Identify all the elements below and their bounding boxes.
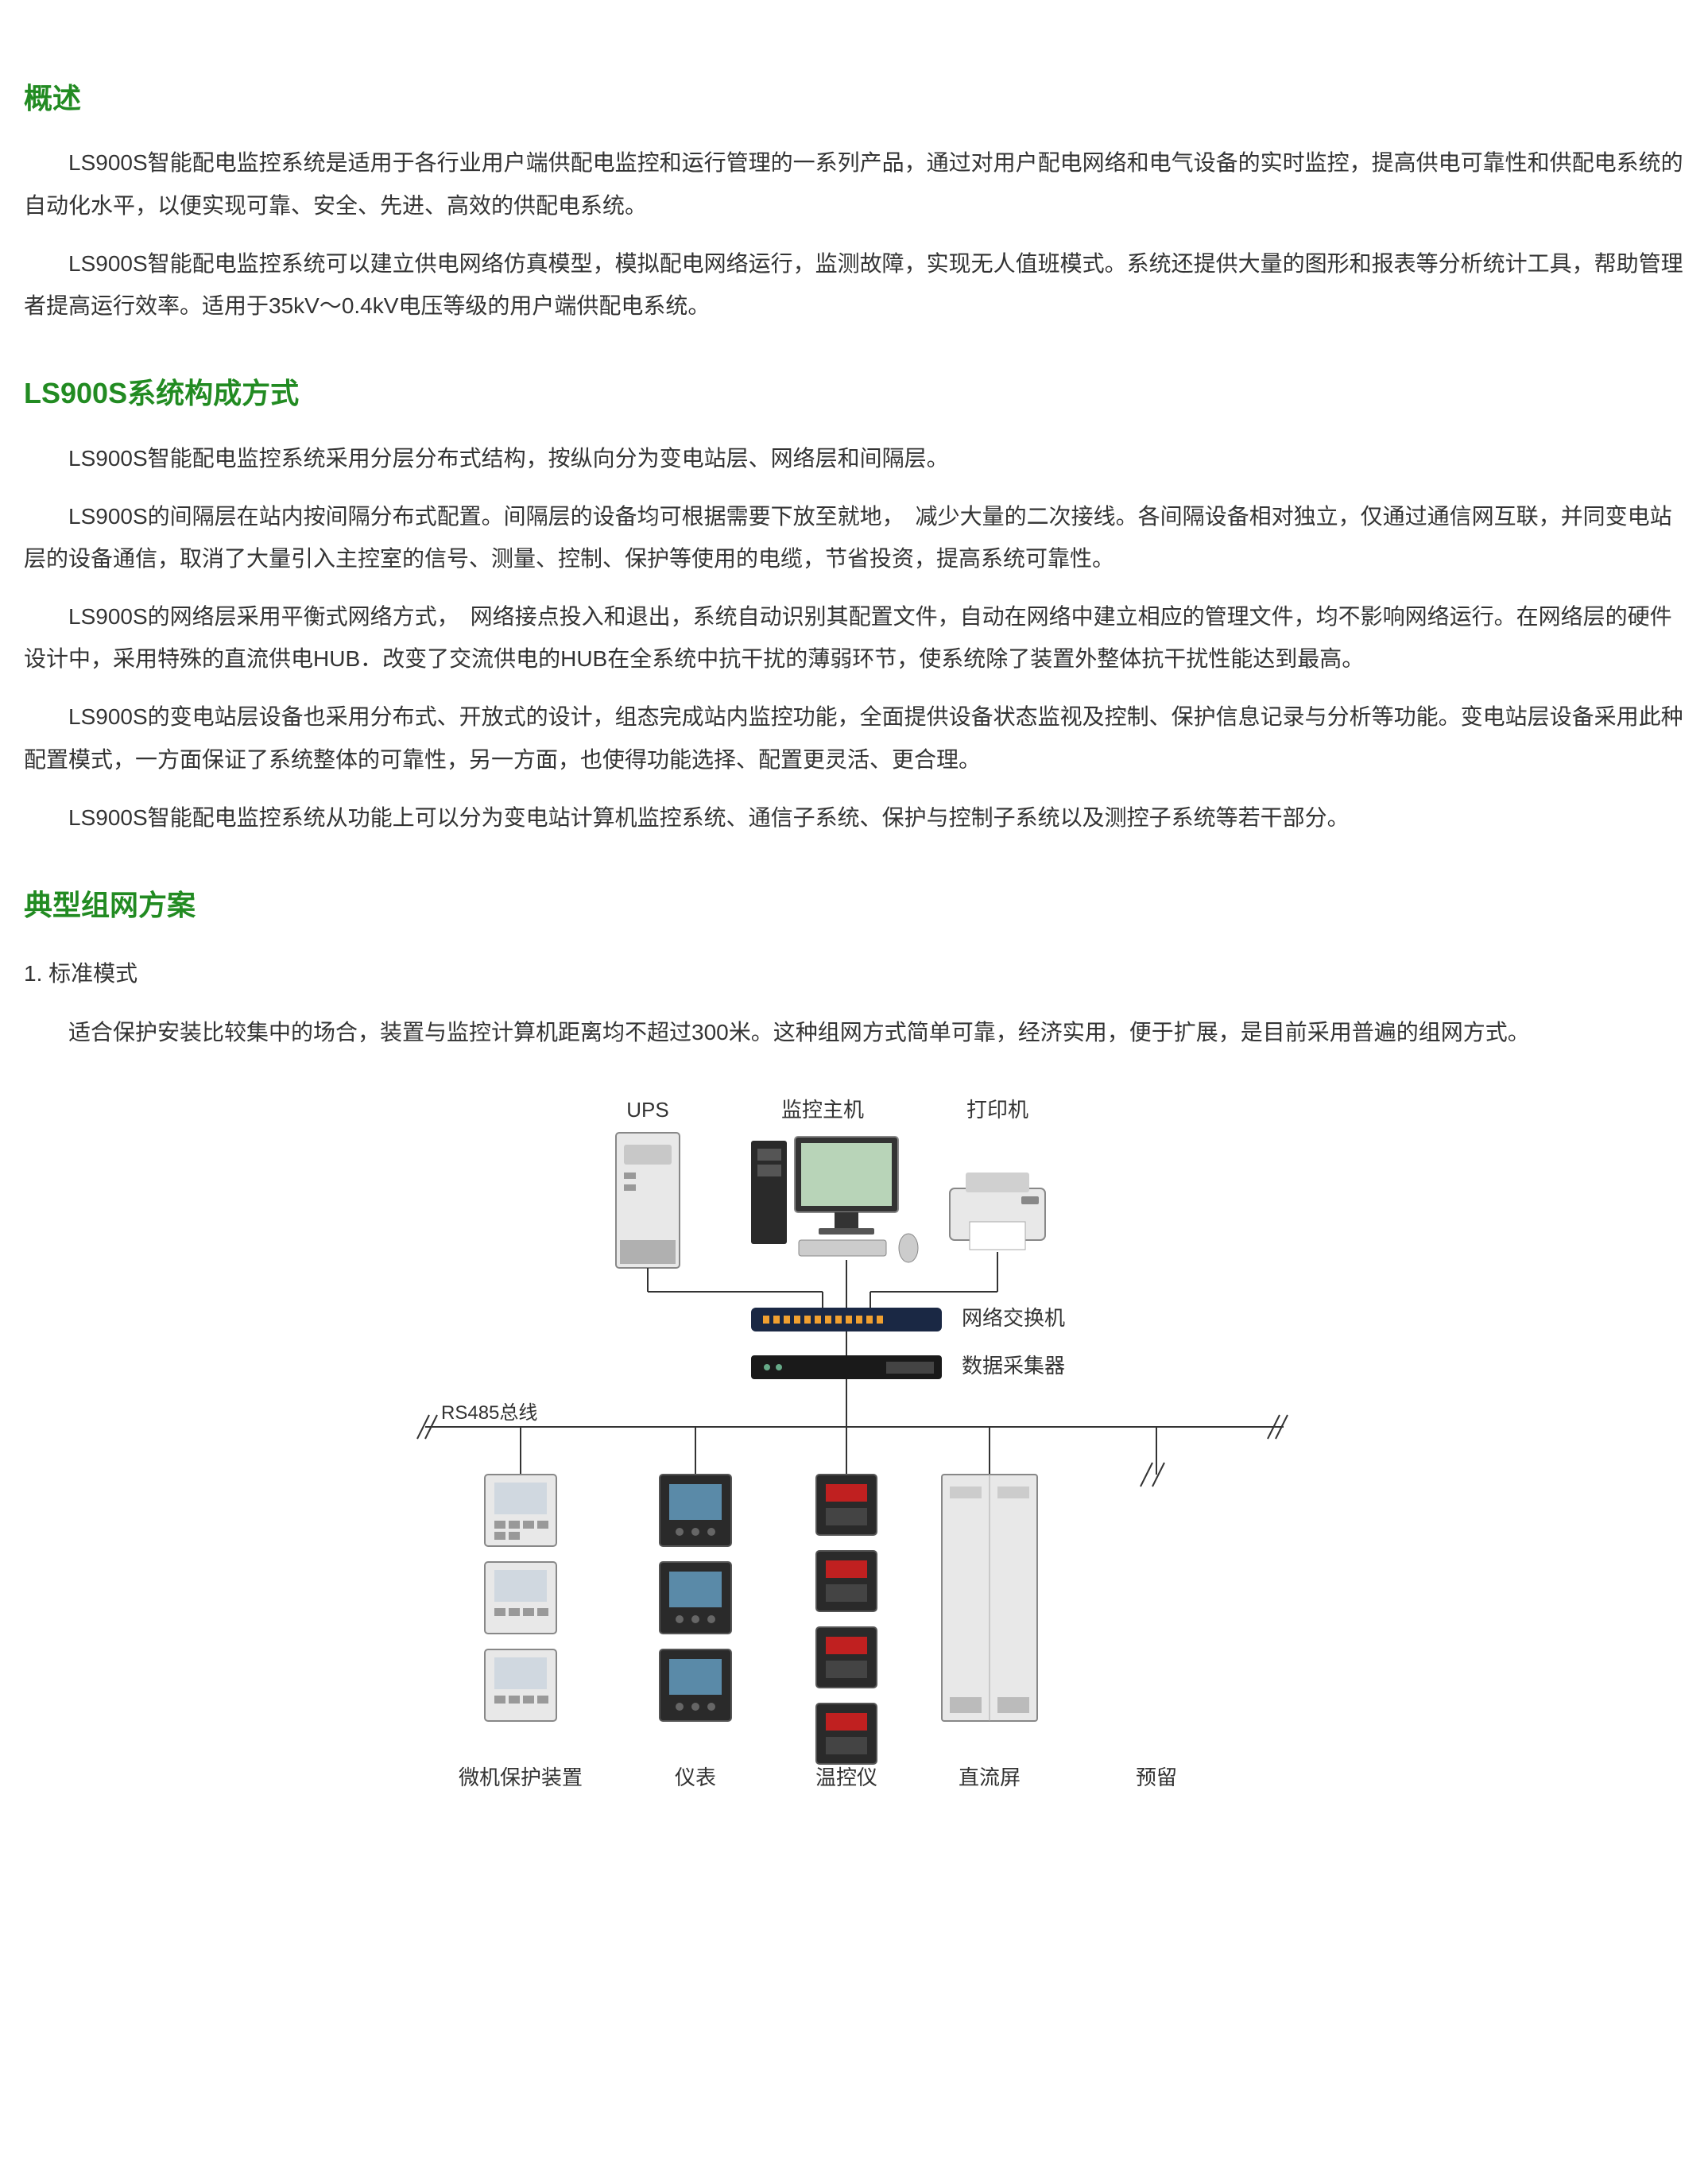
network-p1: 适合保护安装比较集中的场合，装置与监控计算机距离均不超过300米。这种组网方式简… — [24, 1011, 1684, 1053]
standard-mode-sub: 1. 标准模式 — [24, 952, 1684, 994]
meter-devices — [660, 1475, 731, 1721]
architecture-p4: LS900S的变电站层设备也采用分布式、开放式的设计，组态完成站内监控功能，全面… — [24, 696, 1684, 780]
protection-devices — [485, 1475, 556, 1721]
ups-icon — [616, 1133, 680, 1268]
collector-label: 数据采集器 — [961, 1354, 1064, 1378]
network-heading: 典型组网方案 — [24, 878, 1684, 932]
bus-label: RS485总线 — [441, 1402, 537, 1424]
printer-label: 打印机 — [966, 1098, 1028, 1122]
architecture-p1: LS900S智能配电监控系统采用分层分布式结构，按纵向分为变电站层、网络层和间隔… — [24, 437, 1684, 479]
overview-p2: LS900S智能配电监控系统可以建立供电网络仿真模型，模拟配电网络运行，监测故障… — [24, 242, 1684, 327]
monitor-host-icon — [751, 1137, 918, 1262]
overview-p1: LS900S智能配电监控系统是适用于各行业用户端供配电监控和运行管理的一系列产品… — [24, 141, 1684, 226]
diagram-svg: UPS 监控主机 打印机 — [378, 1085, 1331, 1800]
collector-icon — [751, 1355, 942, 1379]
reserved-label: 预留 — [1135, 1766, 1176, 1789]
protection-label: 微机保护装置 — [458, 1766, 582, 1789]
architecture-p3: LS900S的网络层采用平衡式网络方式， 网络接点投入和退出，系统自动识别其配置… — [24, 595, 1684, 680]
overview-heading: 概述 — [24, 72, 1684, 126]
temp-devices — [816, 1475, 877, 1764]
architecture-p2: LS900S的间隔层在站内按间隔分布式配置。间隔层的设备均可根据需要下放至就地，… — [24, 495, 1684, 579]
printer-icon — [950, 1173, 1045, 1250]
meter-label: 仪表 — [674, 1766, 715, 1789]
dcpanel-label: 直流屏 — [958, 1766, 1020, 1789]
dc-panel-icon — [942, 1475, 1037, 1721]
network-diagram: UPS 监控主机 打印机 — [24, 1085, 1684, 1800]
switch-icon — [751, 1308, 942, 1331]
switch-label: 网络交换机 — [961, 1306, 1064, 1330]
architecture-heading: LS900S系统构成方式 — [24, 366, 1684, 421]
architecture-p5: LS900S智能配电监控系统从功能上可以分为变电站计算机监控系统、通信子系统、保… — [24, 797, 1684, 839]
ups-label: UPS — [626, 1098, 668, 1122]
temp-label: 温控仪 — [815, 1766, 877, 1789]
monitor-host-label: 监控主机 — [780, 1098, 863, 1122]
